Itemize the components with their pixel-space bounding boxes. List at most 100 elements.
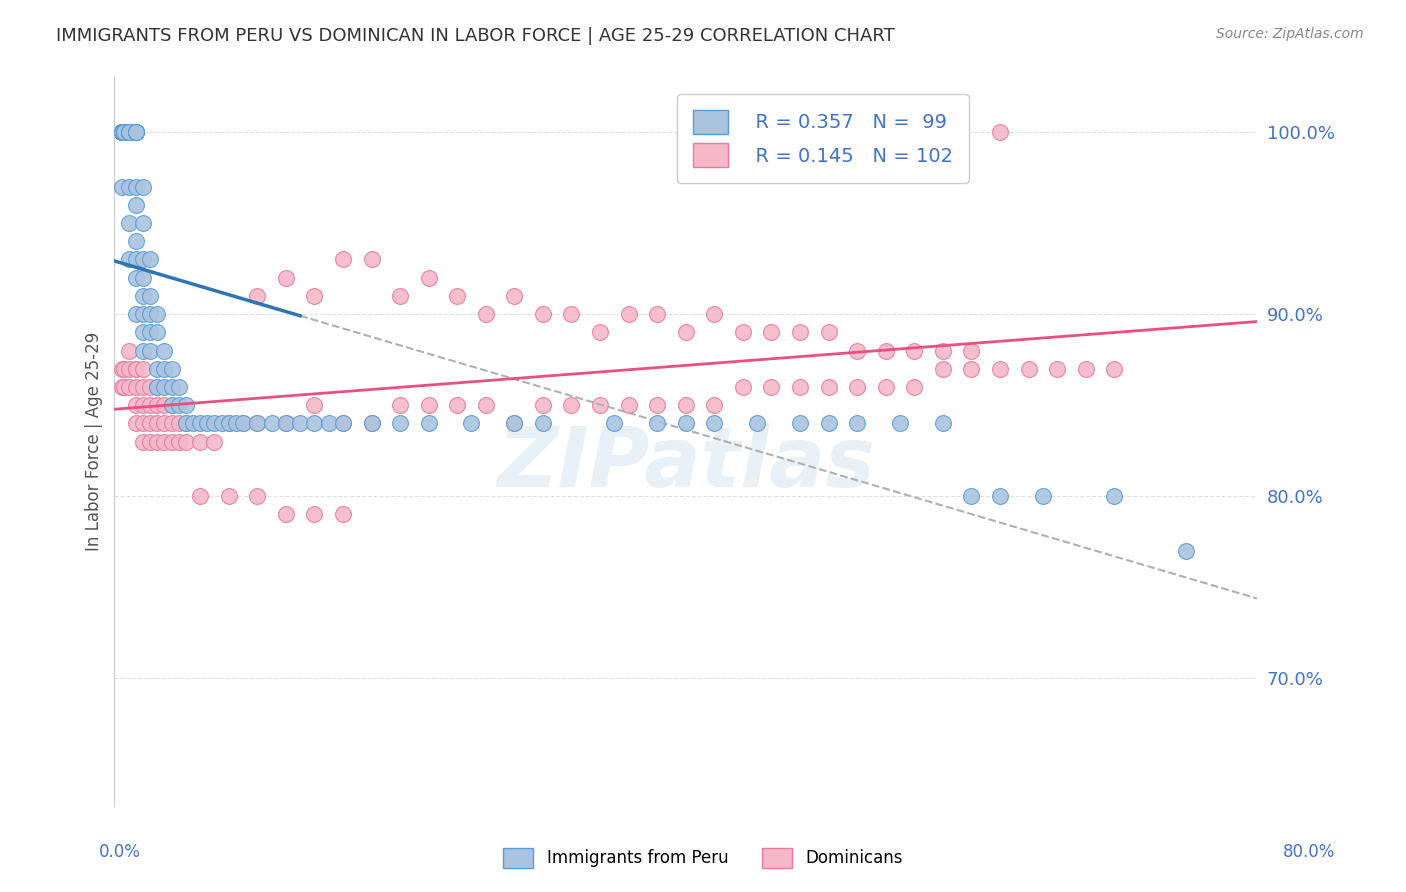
Point [132,434,155,449]
Point [846,380,869,394]
Point [153,361,176,376]
Point [589,398,612,412]
Point [125,125,148,139]
Point [146,307,169,321]
Point [160,380,183,394]
Point [132,216,155,230]
Point [1102,361,1125,376]
Point [153,434,176,449]
Point [132,326,155,340]
Point [139,307,162,321]
Point [139,398,162,412]
Point [132,398,155,412]
Text: IMMIGRANTS FROM PERU VS DOMINICAN IN LABOR FORCE | AGE 25-29 CORRELATION CHART: IMMIGRANTS FROM PERU VS DOMINICAN IN LAB… [56,27,896,45]
Point [125,252,148,267]
Point [817,326,839,340]
Point [603,417,626,431]
Point [846,343,869,358]
Point [125,125,148,139]
Point [112,380,135,394]
Point [503,417,526,431]
Point [531,398,554,412]
Point [531,307,554,321]
Point [195,417,218,431]
Text: 80.0%: 80.0% [1284,843,1336,861]
Point [332,252,354,267]
Point [146,417,169,431]
Point [1018,361,1040,376]
Point [474,307,496,321]
Point [460,417,482,431]
Text: ZIPatlas: ZIPatlas [496,423,875,504]
Point [389,289,412,303]
Point [110,125,132,139]
Point [960,343,983,358]
Point [174,434,197,449]
Point [132,270,155,285]
Point [125,234,148,248]
Point [167,398,190,412]
Point [132,179,155,194]
Point [146,380,169,394]
Point [174,398,197,412]
Point [645,398,668,412]
Point [304,417,326,431]
Point [246,489,269,503]
Point [125,380,148,394]
Point [960,489,983,503]
Point [167,380,190,394]
Point [146,434,169,449]
Point [112,125,135,139]
Point [132,252,155,267]
Text: 0.0%: 0.0% [98,843,141,861]
Point [188,489,211,503]
Point [932,361,955,376]
Point [174,417,197,431]
Point [274,417,297,431]
Point [274,417,297,431]
Point [110,125,132,139]
Point [731,326,754,340]
Point [875,343,897,358]
Point [132,361,155,376]
Point [246,417,269,431]
Point [645,307,668,321]
Point [332,417,354,431]
Point [218,417,240,431]
Point [125,307,148,321]
Point [817,380,839,394]
Point [617,398,640,412]
Point [817,417,839,431]
Point [125,125,148,139]
Point [110,125,132,139]
Point [747,417,769,431]
Point [1046,361,1069,376]
Point [110,125,132,139]
Point [932,417,955,431]
Point [132,307,155,321]
Legend:   R = 0.357   N =  99,   R = 0.145   N = 102: R = 0.357 N = 99, R = 0.145 N = 102 [678,95,969,183]
Point [112,125,135,139]
Point [160,398,183,412]
Point [202,434,225,449]
Point [875,380,897,394]
Point [988,361,1011,376]
Point [1102,489,1125,503]
Point [232,417,254,431]
Point [112,125,135,139]
Point [274,508,297,522]
Point [560,398,582,412]
Point [118,125,141,139]
Point [389,417,412,431]
Point [304,508,326,522]
Point [360,417,382,431]
Point [288,417,311,431]
Point [125,125,148,139]
Point [531,417,554,431]
Point [132,289,155,303]
Point [988,125,1011,139]
Point [304,398,326,412]
Point [132,343,155,358]
Point [418,398,440,412]
Point [202,417,225,431]
